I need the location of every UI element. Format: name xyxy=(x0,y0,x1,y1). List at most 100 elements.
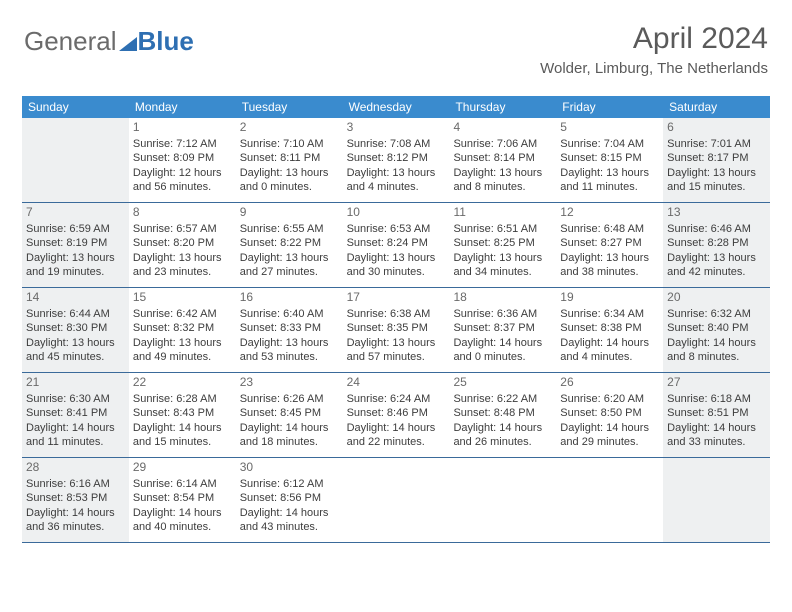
sunset-text: Sunset: 8:48 PM xyxy=(453,406,552,421)
day-number: 3 xyxy=(347,120,446,136)
day-header: Tuesday xyxy=(236,96,343,118)
sunrise-text: Sunrise: 6:16 AM xyxy=(26,477,125,492)
brand-part1: General xyxy=(24,26,117,57)
week-row: 28Sunrise: 6:16 AMSunset: 8:53 PM Dayligh… xyxy=(22,458,770,543)
daylight-text: Daylight: 14 hours xyxy=(453,421,552,436)
day-number: 25 xyxy=(453,375,552,391)
day-cell: 13Sunrise: 6:46 AMSunset: 8:28 PMDayligh… xyxy=(663,203,770,287)
day-cell: 15Sunrise: 6:42 AMSunset: 8:32 PMDayligh… xyxy=(129,288,236,372)
daylight-text: and 19 minutes. xyxy=(26,265,125,280)
sunrise-text: Sunrise: 6:20 AM xyxy=(560,392,659,407)
daylight-text: and 18 minutes. xyxy=(240,435,339,450)
day-number: 28 xyxy=(26,460,125,476)
day-number: 18 xyxy=(453,290,552,306)
daylight-text: and 38 minutes. xyxy=(560,265,659,280)
day-cell: 20Sunrise: 6:32 AMSunset: 8:40 PMDayligh… xyxy=(663,288,770,372)
sunset-text: Sunset: 8:45 PM xyxy=(240,406,339,421)
day-cell xyxy=(343,458,450,542)
sunset-text: Sunset: 8:46 PM xyxy=(347,406,446,421)
sunset-text: Sunset: 8:30 PM xyxy=(26,321,125,336)
daylight-text: and 26 minutes. xyxy=(453,435,552,450)
sunrise-text: Sunrise: 6:28 AM xyxy=(133,392,232,407)
sunset-text: Sunset: 8:43 PM xyxy=(133,406,232,421)
daylight-text: and 27 minutes. xyxy=(240,265,339,280)
daylight-text: and 30 minutes. xyxy=(347,265,446,280)
daylight-text: and 15 minutes. xyxy=(667,180,766,195)
daylight-text: Daylight: 14 hours xyxy=(133,506,232,521)
sunrise-text: Sunrise: 6:34 AM xyxy=(560,307,659,322)
day-cell: 8Sunrise: 6:57 AMSunset: 8:20 PMDaylight… xyxy=(129,203,236,287)
day-cell: 27Sunrise: 6:18 AMSunset: 8:51 PMDayligh… xyxy=(663,373,770,457)
day-cell: 28Sunrise: 6:16 AMSunset: 8:53 PMDayligh… xyxy=(22,458,129,542)
day-cell: 14Sunrise: 6:44 AMSunset: 8:30 PMDayligh… xyxy=(22,288,129,372)
day-header: Thursday xyxy=(449,96,556,118)
location-subtitle: Wolder, Limburg, The Netherlands xyxy=(540,60,768,77)
sunrise-text: Sunrise: 6:40 AM xyxy=(240,307,339,322)
day-cell: 22Sunrise: 6:28 AMSunset: 8:43 PMDayligh… xyxy=(129,373,236,457)
sunset-text: Sunset: 8:53 PM xyxy=(26,491,125,506)
page-title: April 2024 xyxy=(540,22,768,56)
daylight-text: Daylight: 13 hours xyxy=(667,166,766,181)
sunset-text: Sunset: 8:38 PM xyxy=(560,321,659,336)
sunrise-text: Sunrise: 7:06 AM xyxy=(453,137,552,152)
daylight-text: Daylight: 14 hours xyxy=(240,421,339,436)
sunrise-text: Sunrise: 6:48 AM xyxy=(560,222,659,237)
sunset-text: Sunset: 8:27 PM xyxy=(560,236,659,251)
day-number: 16 xyxy=(240,290,339,306)
week-row: 7Sunrise: 6:59 AMSunset: 8:19 PMDaylight… xyxy=(22,203,770,288)
day-number: 14 xyxy=(26,290,125,306)
daylight-text: Daylight: 13 hours xyxy=(560,166,659,181)
day-cell: 26Sunrise: 6:20 AMSunset: 8:50 PMDayligh… xyxy=(556,373,663,457)
daylight-text: Daylight: 13 hours xyxy=(347,251,446,266)
day-cell: 9Sunrise: 6:55 AMSunset: 8:22 PMDaylight… xyxy=(236,203,343,287)
sunset-text: Sunset: 8:11 PM xyxy=(240,151,339,166)
day-cell: 6Sunrise: 7:01 AMSunset: 8:17 PMDaylight… xyxy=(663,118,770,202)
sunset-text: Sunset: 8:33 PM xyxy=(240,321,339,336)
daylight-text: Daylight: 14 hours xyxy=(133,421,232,436)
sunrise-text: Sunrise: 6:51 AM xyxy=(453,222,552,237)
daylight-text: and 57 minutes. xyxy=(347,350,446,365)
daylight-text: and 33 minutes. xyxy=(667,435,766,450)
day-number: 1 xyxy=(133,120,232,136)
daylight-text: and 11 minutes. xyxy=(26,435,125,450)
daylight-text: Daylight: 13 hours xyxy=(347,336,446,351)
sunset-text: Sunset: 8:25 PM xyxy=(453,236,552,251)
day-header: Sunday xyxy=(22,96,129,118)
daylight-text: and 15 minutes. xyxy=(133,435,232,450)
day-number: 2 xyxy=(240,120,339,136)
day-cell xyxy=(663,458,770,542)
day-number: 23 xyxy=(240,375,339,391)
week-row: 1Sunrise: 7:12 AMSunset: 8:09 PMDaylight… xyxy=(22,118,770,203)
daylight-text: and 34 minutes. xyxy=(453,265,552,280)
daylight-text: and 4 minutes. xyxy=(560,350,659,365)
sunrise-text: Sunrise: 6:55 AM xyxy=(240,222,339,237)
day-header: Wednesday xyxy=(343,96,450,118)
sunset-text: Sunset: 8:22 PM xyxy=(240,236,339,251)
daylight-text: and 45 minutes. xyxy=(26,350,125,365)
sunrise-text: Sunrise: 7:12 AM xyxy=(133,137,232,152)
day-number: 17 xyxy=(347,290,446,306)
sunset-text: Sunset: 8:35 PM xyxy=(347,321,446,336)
day-cell xyxy=(22,118,129,202)
day-number: 9 xyxy=(240,205,339,221)
daylight-text: and 22 minutes. xyxy=(347,435,446,450)
day-cell: 3Sunrise: 7:08 AMSunset: 8:12 PMDaylight… xyxy=(343,118,450,202)
weeks-container: 1Sunrise: 7:12 AMSunset: 8:09 PMDaylight… xyxy=(22,118,770,543)
brand-part2: Blue xyxy=(138,26,194,57)
sunset-text: Sunset: 8:19 PM xyxy=(26,236,125,251)
day-number: 10 xyxy=(347,205,446,221)
day-number: 15 xyxy=(133,290,232,306)
sunset-text: Sunset: 8:50 PM xyxy=(560,406,659,421)
sunrise-text: Sunrise: 7:01 AM xyxy=(667,137,766,152)
title-block: April 2024 Wolder, Limburg, The Netherla… xyxy=(540,22,768,77)
day-number: 12 xyxy=(560,205,659,221)
sunrise-text: Sunrise: 6:57 AM xyxy=(133,222,232,237)
daylight-text: and 56 minutes. xyxy=(133,180,232,195)
week-row: 21Sunrise: 6:30 AMSunset: 8:41 PMDayligh… xyxy=(22,373,770,458)
daylight-text: Daylight: 13 hours xyxy=(133,251,232,266)
sunrise-text: Sunrise: 6:38 AM xyxy=(347,307,446,322)
sunrise-text: Sunrise: 6:42 AM xyxy=(133,307,232,322)
daylight-text: Daylight: 14 hours xyxy=(240,506,339,521)
day-number: 22 xyxy=(133,375,232,391)
day-cell: 29Sunrise: 6:14 AMSunset: 8:54 PMDayligh… xyxy=(129,458,236,542)
